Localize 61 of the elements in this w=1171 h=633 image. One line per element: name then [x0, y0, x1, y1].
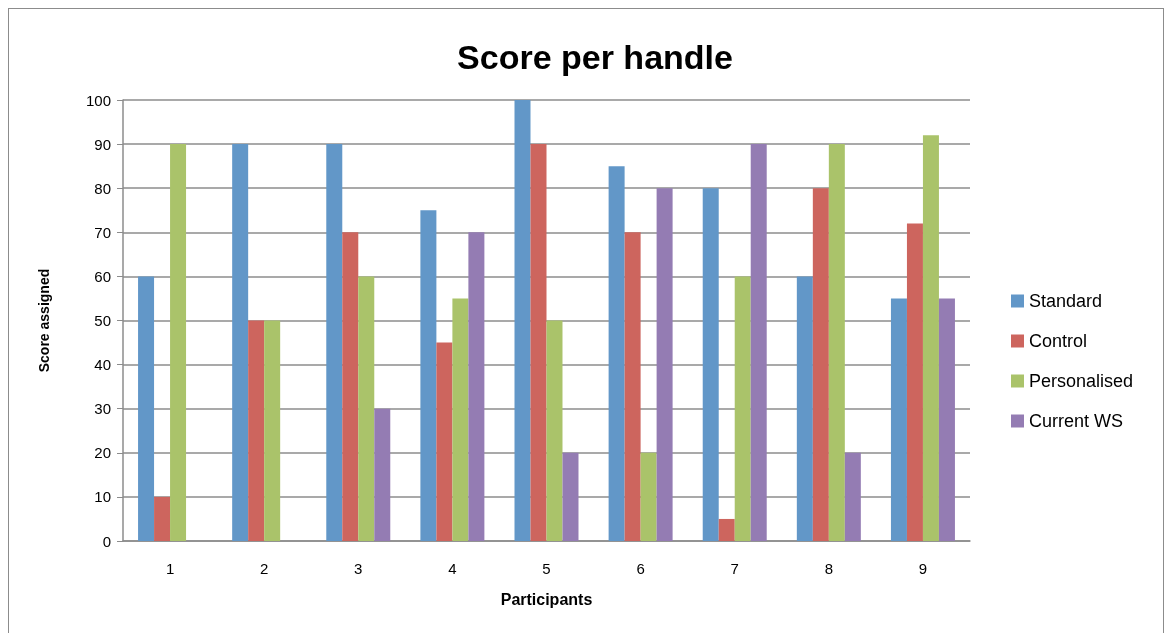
- bar: [734, 276, 751, 541]
- x-tick-label: 3: [354, 560, 363, 577]
- chart-title: Score per handle: [457, 38, 733, 76]
- y-tick-label: 50: [94, 312, 111, 329]
- y-axis-title: Score assigned: [36, 268, 52, 373]
- bar: [358, 276, 375, 541]
- bar: [374, 408, 391, 541]
- bar: [624, 232, 641, 541]
- legend-label: Current WS: [1029, 411, 1124, 431]
- x-tick-label: 8: [824, 560, 834, 577]
- bar: [248, 320, 265, 541]
- y-tick-label: 60: [94, 267, 111, 285]
- y-tick-label: 20: [94, 444, 111, 462]
- y-tick-label: 80: [94, 179, 111, 197]
- bar: [420, 210, 437, 541]
- x-tick-label: 5: [542, 560, 551, 577]
- bar: [154, 496, 171, 541]
- y-tick-label: 100: [85, 91, 111, 109]
- bar: [326, 144, 343, 541]
- x-axis-title: Participants: [500, 590, 593, 608]
- bar: [702, 188, 719, 541]
- bar: [170, 144, 187, 541]
- bar: [796, 276, 813, 541]
- y-tick-label: 10: [94, 488, 111, 506]
- bar: [938, 298, 955, 541]
- bar: [890, 298, 907, 541]
- bar: [342, 232, 359, 541]
- bar: [844, 452, 861, 541]
- bar: [514, 100, 531, 541]
- bar: [828, 144, 845, 541]
- bar: [468, 232, 485, 541]
- bar: [232, 144, 249, 541]
- x-tick-label: 1: [165, 560, 175, 577]
- legend-label: Control: [1029, 331, 1088, 351]
- bar: [436, 342, 453, 541]
- bar: [264, 320, 281, 541]
- bar: [452, 298, 469, 541]
- bar: [640, 452, 657, 541]
- bar: [562, 452, 579, 541]
- legend-label: Personalised: [1029, 371, 1134, 391]
- bar: [812, 188, 829, 541]
- y-tick-label: 90: [94, 135, 111, 153]
- x-tick-label: 6: [636, 560, 645, 577]
- bar: [546, 320, 563, 541]
- x-tick-label: 9: [918, 560, 928, 577]
- y-tick-label: 0: [102, 532, 111, 550]
- bar: [530, 144, 547, 541]
- bar: [718, 518, 735, 541]
- y-tick-label: 30: [94, 400, 111, 418]
- y-tick-label: 70: [94, 223, 111, 241]
- x-tick-label: 7: [730, 560, 739, 577]
- bar: [906, 223, 923, 541]
- x-tick-label: 2: [259, 560, 269, 577]
- legend-label: Standard: [1029, 291, 1103, 311]
- bar: [750, 144, 767, 541]
- x-tick-label: 4: [448, 560, 457, 577]
- y-tick-label: 40: [94, 356, 111, 374]
- bar: [922, 135, 939, 541]
- bar: [138, 276, 155, 541]
- bar: [656, 188, 673, 541]
- bar: [608, 166, 625, 541]
